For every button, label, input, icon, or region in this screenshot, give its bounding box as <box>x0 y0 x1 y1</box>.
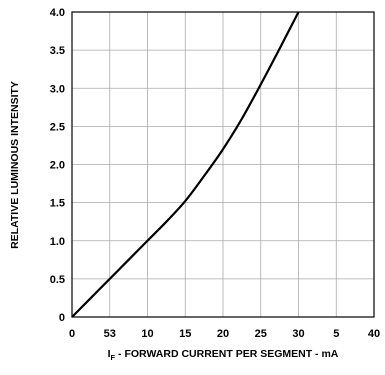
x-tick-label: 15 <box>179 328 191 340</box>
x-axis-label-symbol: I <box>108 348 111 360</box>
x-tick-label: 30 <box>292 328 304 340</box>
y-tick-label: 3.5 <box>50 45 65 57</box>
plot-frame <box>71 11 375 318</box>
x-axis-label-subscript: F <box>111 353 116 362</box>
x-axis-label-text: - FORWARD CURRENT PER SEGMENT - mA <box>115 348 339 360</box>
y-tick-labels: 0 0.5 1.0 1.5 2.0 2.5 3.0 3.5 4.0 <box>50 7 65 324</box>
y-tick-label: 0.5 <box>50 274 65 286</box>
x-tick-label: 0 <box>69 328 75 340</box>
x-tick-label: 40 <box>368 328 380 340</box>
y-tick-label: 2.0 <box>50 160 65 172</box>
y-tick-label: 0 <box>59 312 65 324</box>
series-line <box>71 11 300 318</box>
x-tick-label: 53 <box>104 328 116 340</box>
grid-lines <box>72 12 374 317</box>
x-axis-label: IF - FORWARD CURRENT PER SEGMENT - mA <box>108 348 339 362</box>
y-tick-label: 3.0 <box>50 83 65 95</box>
y-axis-label: RELATIVE LUMINOUS INTENSITY <box>9 81 21 249</box>
y-tick-label: 4.0 <box>50 7 65 19</box>
x-tick-label: 25 <box>255 328 267 340</box>
x-tick-label: 10 <box>141 328 153 340</box>
x-tick-labels: 0 53 10 15 20 25 30 5 40 <box>69 328 380 340</box>
x-tick-label: 5 <box>333 328 339 340</box>
y-tick-label: 2.5 <box>50 121 65 133</box>
y-tick-label: 1.0 <box>50 236 65 248</box>
y-tick-label: 1.5 <box>50 198 65 210</box>
x-tick-label: 20 <box>217 328 229 340</box>
